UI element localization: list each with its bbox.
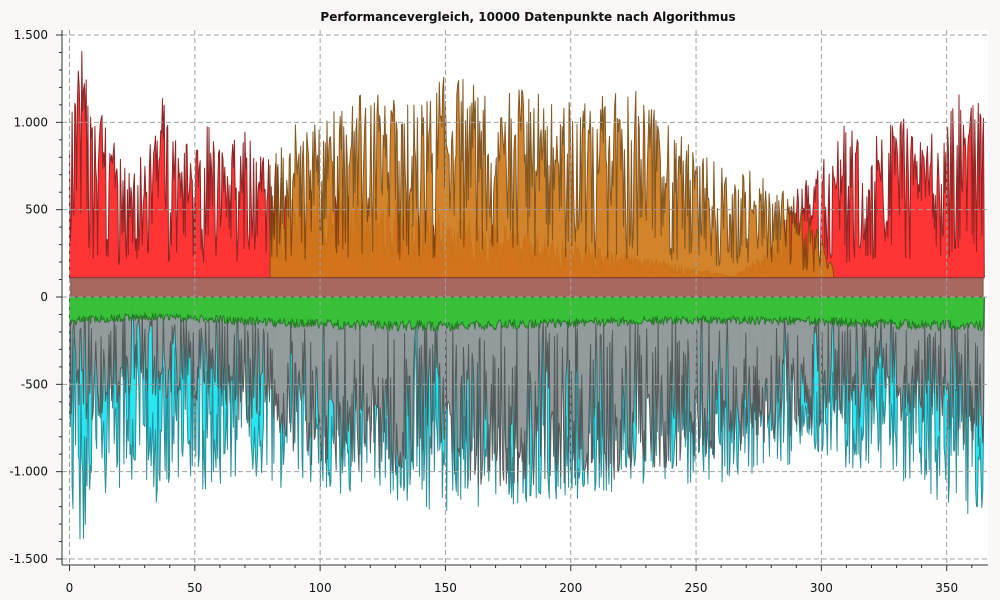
y-tick-label: -500 [21, 377, 48, 391]
series-area-2 [269, 76, 835, 279]
x-tick-label: 0 [66, 581, 74, 595]
x-tick-label: 150 [434, 581, 457, 595]
x-tick-label: 350 [935, 581, 958, 595]
y-tick-label: 500 [25, 203, 48, 217]
plot-area [69, 51, 985, 540]
grid [62, 30, 988, 565]
x-tick-label: 300 [810, 581, 833, 595]
axes: 1.500 1.000 500 0 -500 -1.000 -1.500 0 50 100 150 2… [9, 28, 988, 595]
y-tick-label: 1.000 [14, 115, 48, 129]
series-area-3 [69, 296, 985, 332]
baseline-band [70, 277, 984, 298]
chart-title: Performancevergleich, 10000 Datenpunkte … [320, 10, 735, 24]
y-tick-label: 1.500 [14, 28, 48, 42]
x-tick-label: 200 [559, 581, 582, 595]
x-tick-label: 100 [309, 581, 332, 595]
y-tick-label: -1.500 [9, 552, 48, 566]
y-tick-label: 0 [40, 290, 48, 304]
y-tick-label: -1.000 [9, 465, 48, 479]
x-tick-label: 250 [685, 581, 708, 595]
x-tick-label: 50 [187, 581, 202, 595]
